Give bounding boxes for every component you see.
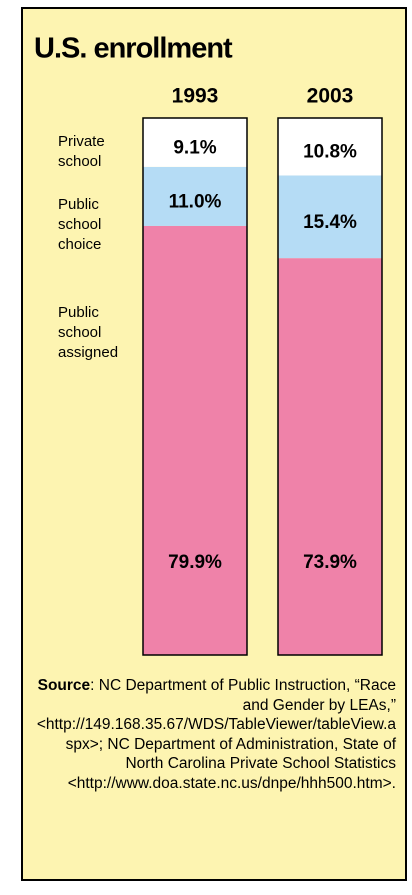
value-label: 15.4% [303,212,357,233]
legend-label: Public school assigned [58,304,119,361]
value-label: 73.9% [303,552,357,573]
value-label: 11.0% [169,191,222,212]
legend-label: Public school choice [58,196,102,253]
value-label: 10.8% [303,141,357,162]
value-label: 79.9% [168,552,222,573]
bar-segment [143,225,247,655]
bar-outline [142,117,248,656]
x-tick-label: 2003 [307,85,354,108]
chart-title: U.S. enrollment [34,33,233,65]
bar-outline [277,117,383,656]
source-text: : NC Department of Public Instruction, “… [36,677,396,792]
value-label: 9.1% [173,137,216,158]
source: Source: NC Department of Public Instruct… [34,676,396,793]
bar-segment [143,118,247,167]
legend-label: Private school [58,133,105,170]
bar-segment [278,175,382,259]
x-tick-label: 1993 [172,85,219,108]
bar-segment [143,166,247,226]
source-label: Source [37,677,91,694]
bar-segment [278,117,382,176]
bar-segment [278,258,382,655]
